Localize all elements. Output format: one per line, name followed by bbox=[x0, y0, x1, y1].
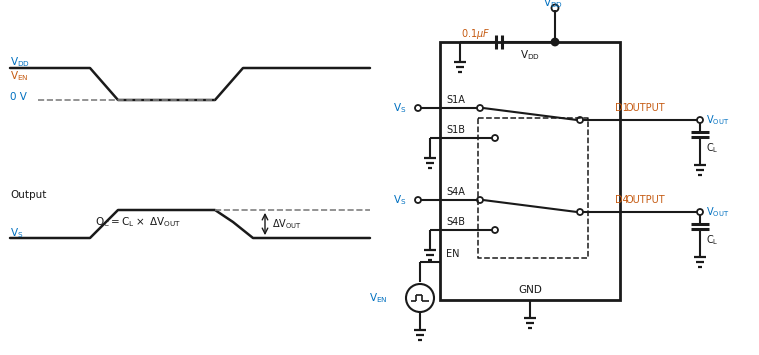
Text: $\mathregular{V_{OUT}}$: $\mathregular{V_{OUT}}$ bbox=[706, 205, 729, 219]
Text: S4A: S4A bbox=[446, 187, 465, 197]
Text: $\mathregular{V_{DD}}$: $\mathregular{V_{DD}}$ bbox=[10, 55, 30, 69]
Text: 0 V: 0 V bbox=[10, 92, 27, 102]
Text: $\mathregular{V_{EN}}$: $\mathregular{V_{EN}}$ bbox=[370, 291, 388, 305]
Text: $\mathregular{V_{DD}}$: $\mathregular{V_{DD}}$ bbox=[520, 48, 540, 62]
Text: S1B: S1B bbox=[446, 125, 465, 135]
Text: OUTPUT: OUTPUT bbox=[625, 195, 665, 205]
Text: $\mathregular{V_{DD}}$: $\mathregular{V_{DD}}$ bbox=[543, 0, 563, 10]
Text: S1A: S1A bbox=[446, 95, 465, 105]
Text: $\mathregular{V_S}$: $\mathregular{V_S}$ bbox=[393, 193, 406, 207]
Text: $\mathregular{Q_C = C_L \times\ \Delta V_{OUT}}$: $\mathregular{Q_C = C_L \times\ \Delta V… bbox=[95, 215, 181, 229]
Text: $0.1\mu F$: $0.1\mu F$ bbox=[461, 27, 491, 41]
Text: Output: Output bbox=[10, 190, 46, 200]
Text: GND: GND bbox=[518, 285, 542, 295]
Text: $\mathregular{C_L}$: $\mathregular{C_L}$ bbox=[706, 141, 719, 155]
Text: EN: EN bbox=[446, 249, 459, 259]
Text: S4B: S4B bbox=[446, 217, 465, 227]
Text: $\mathregular{C_L}$: $\mathregular{C_L}$ bbox=[706, 233, 719, 247]
Text: D4: D4 bbox=[615, 195, 628, 205]
Text: OUTPUT: OUTPUT bbox=[625, 103, 665, 113]
Bar bbox=[440, 42, 620, 300]
Text: $\mathregular{V_S}$: $\mathregular{V_S}$ bbox=[10, 226, 24, 240]
Text: $\mathregular{V_{EN}}$: $\mathregular{V_{EN}}$ bbox=[10, 69, 29, 83]
Text: D1: D1 bbox=[615, 103, 628, 113]
Text: $\mathregular{V_S}$: $\mathregular{V_S}$ bbox=[393, 101, 406, 115]
Text: $\mathregular{\Delta V_{OUT}}$: $\mathregular{\Delta V_{OUT}}$ bbox=[272, 217, 302, 231]
Circle shape bbox=[552, 38, 559, 45]
Text: $\mathregular{V_{OUT}}$: $\mathregular{V_{OUT}}$ bbox=[706, 113, 729, 127]
